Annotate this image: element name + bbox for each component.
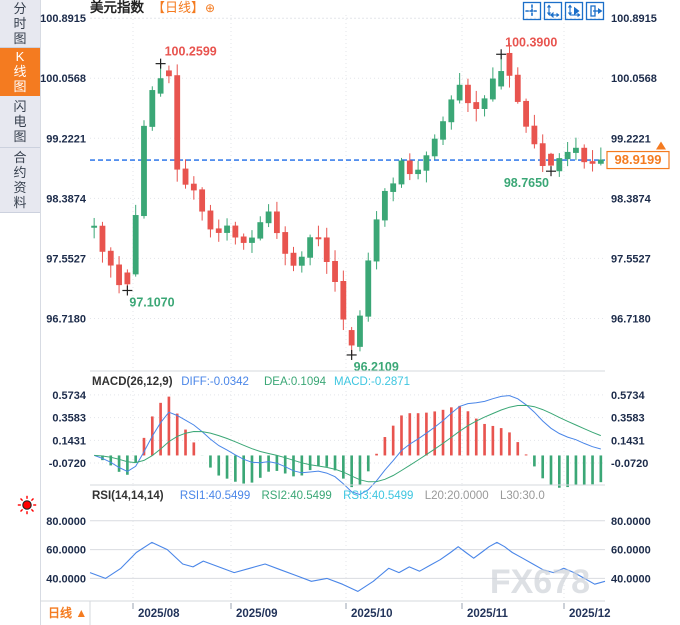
svg-text:100.8915: 100.8915 [40,13,86,25]
svg-text:L30:30.0: L30:30.0 [500,490,545,502]
svg-text:80.0000: 80.0000 [46,516,86,528]
svg-text:2025/09: 2025/09 [236,608,278,620]
svg-text:FX678: FX678 [490,563,590,601]
svg-text:100.0568: 100.0568 [611,73,657,85]
svg-text:98.3874: 98.3874 [611,193,652,205]
svg-text:2025/10: 2025/10 [351,608,393,620]
svg-text:0.1431: 0.1431 [52,435,86,447]
svg-text:DIFF:-0.0342: DIFF:-0.0342 [181,376,249,388]
svg-text:日线 ▲: 日线 ▲ [48,605,87,620]
svg-text:L20:20.0000: L20:20.0000 [425,490,489,502]
svg-text:60.0000: 60.0000 [611,545,651,557]
svg-text:100.2599: 100.2599 [165,45,217,59]
svg-text:RSI3:40.5499: RSI3:40.5499 [343,490,413,502]
svg-text:100.0568: 100.0568 [40,73,86,85]
svg-text:80.0000: 80.0000 [611,516,651,528]
svg-text:0.5734: 0.5734 [52,390,87,402]
svg-text:DEA:0.1094: DEA:0.1094 [264,376,327,388]
svg-text:100.8915: 100.8915 [611,13,657,25]
svg-text:2025/11: 2025/11 [467,608,509,620]
svg-text:96.7180: 96.7180 [611,313,651,325]
svg-text:96.2109: 96.2109 [354,360,399,374]
svg-text:-0.0720: -0.0720 [611,458,648,470]
svg-text:40.0000: 40.0000 [611,573,651,585]
svg-text:40.0000: 40.0000 [46,573,86,585]
svg-text:0.3583: 0.3583 [611,413,645,425]
svg-text:99.2221: 99.2221 [611,133,651,145]
svg-text:0.5734: 0.5734 [611,390,646,402]
svg-text:2025/08: 2025/08 [138,608,180,620]
svg-text:【日线】: 【日线】 [152,0,204,15]
svg-text:98.7650: 98.7650 [504,176,549,190]
svg-text:0.1431: 0.1431 [611,435,645,447]
svg-text:2025/12: 2025/12 [569,608,611,620]
svg-text:97.1070: 97.1070 [129,295,174,309]
svg-text:⊕: ⊕ [205,1,215,15]
svg-text:RSI(14,14,14): RSI(14,14,14) [92,490,164,502]
svg-text:RSI1:40.5499: RSI1:40.5499 [180,490,250,502]
svg-text:MACD(26,12,9): MACD(26,12,9) [92,376,173,388]
svg-text:MACD:-0.2871: MACD:-0.2871 [334,376,410,388]
svg-text:97.5527: 97.5527 [611,253,651,265]
svg-text:0.3583: 0.3583 [52,413,86,425]
svg-text:98.3874: 98.3874 [46,193,87,205]
svg-text:100.3900: 100.3900 [505,35,557,49]
svg-text:美元指数: 美元指数 [90,0,144,15]
svg-text:97.5527: 97.5527 [46,253,86,265]
svg-text:60.0000: 60.0000 [46,545,86,557]
svg-text:-0.0720: -0.0720 [49,458,86,470]
svg-text:96.7180: 96.7180 [46,313,86,325]
svg-text:99.2221: 99.2221 [46,133,86,145]
svg-text:RSI2:40.5499: RSI2:40.5499 [262,490,332,502]
svg-text:98.9199: 98.9199 [615,152,662,167]
